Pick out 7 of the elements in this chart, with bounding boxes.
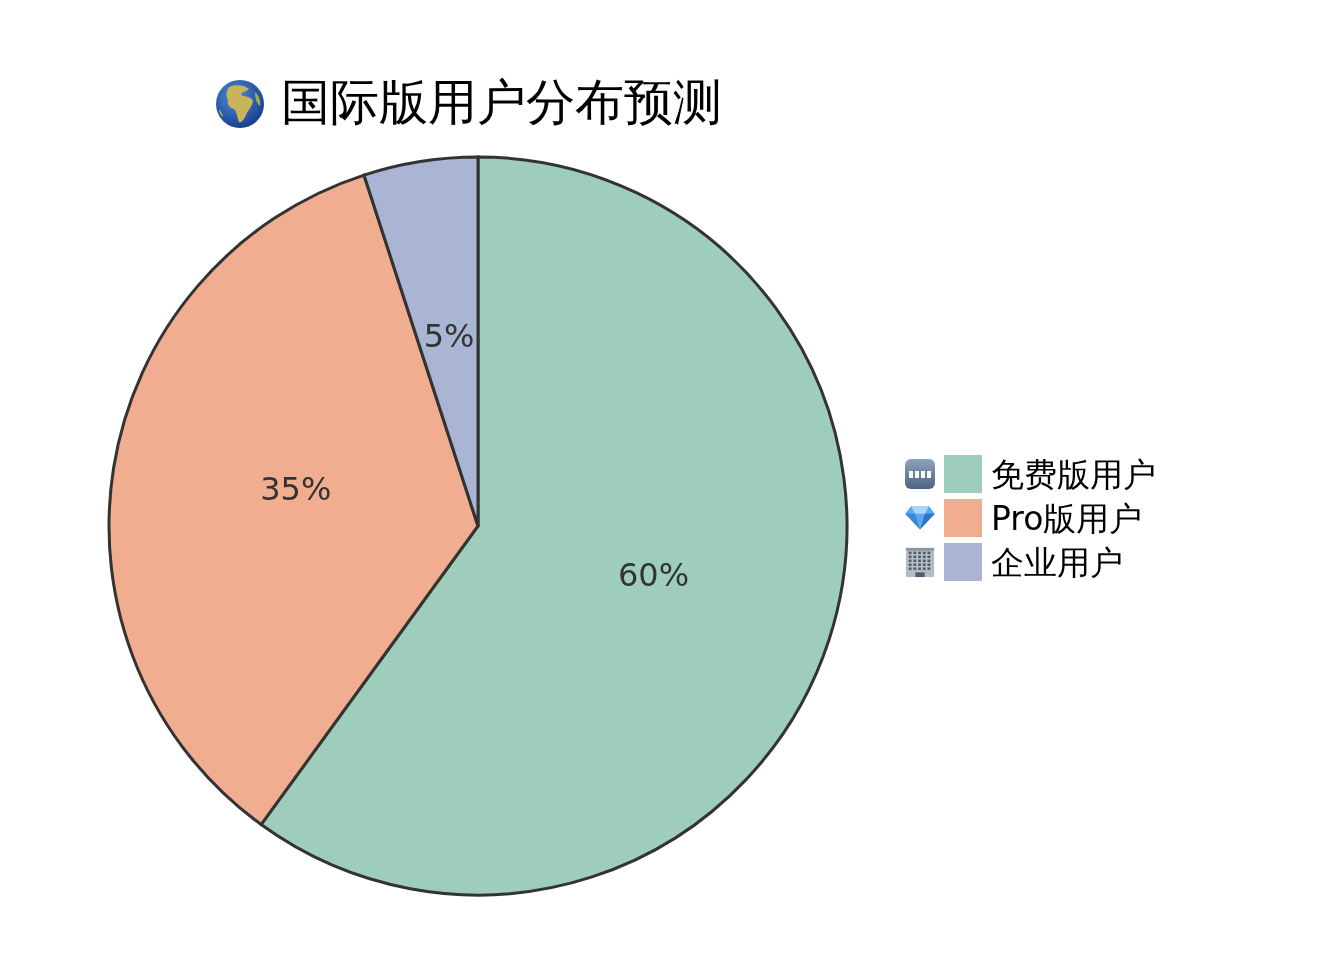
data-label: 60% [617,556,690,595]
data-label: 35% [260,470,332,509]
chart-title: 国际版用户分布预测 [281,74,722,133]
legend-label: Pro版用户 [991,498,1143,538]
data-label: 5% [423,316,475,355]
legend-label: 企业用户 [991,542,1123,582]
legend-label: 免费版用户 [991,454,1156,494]
